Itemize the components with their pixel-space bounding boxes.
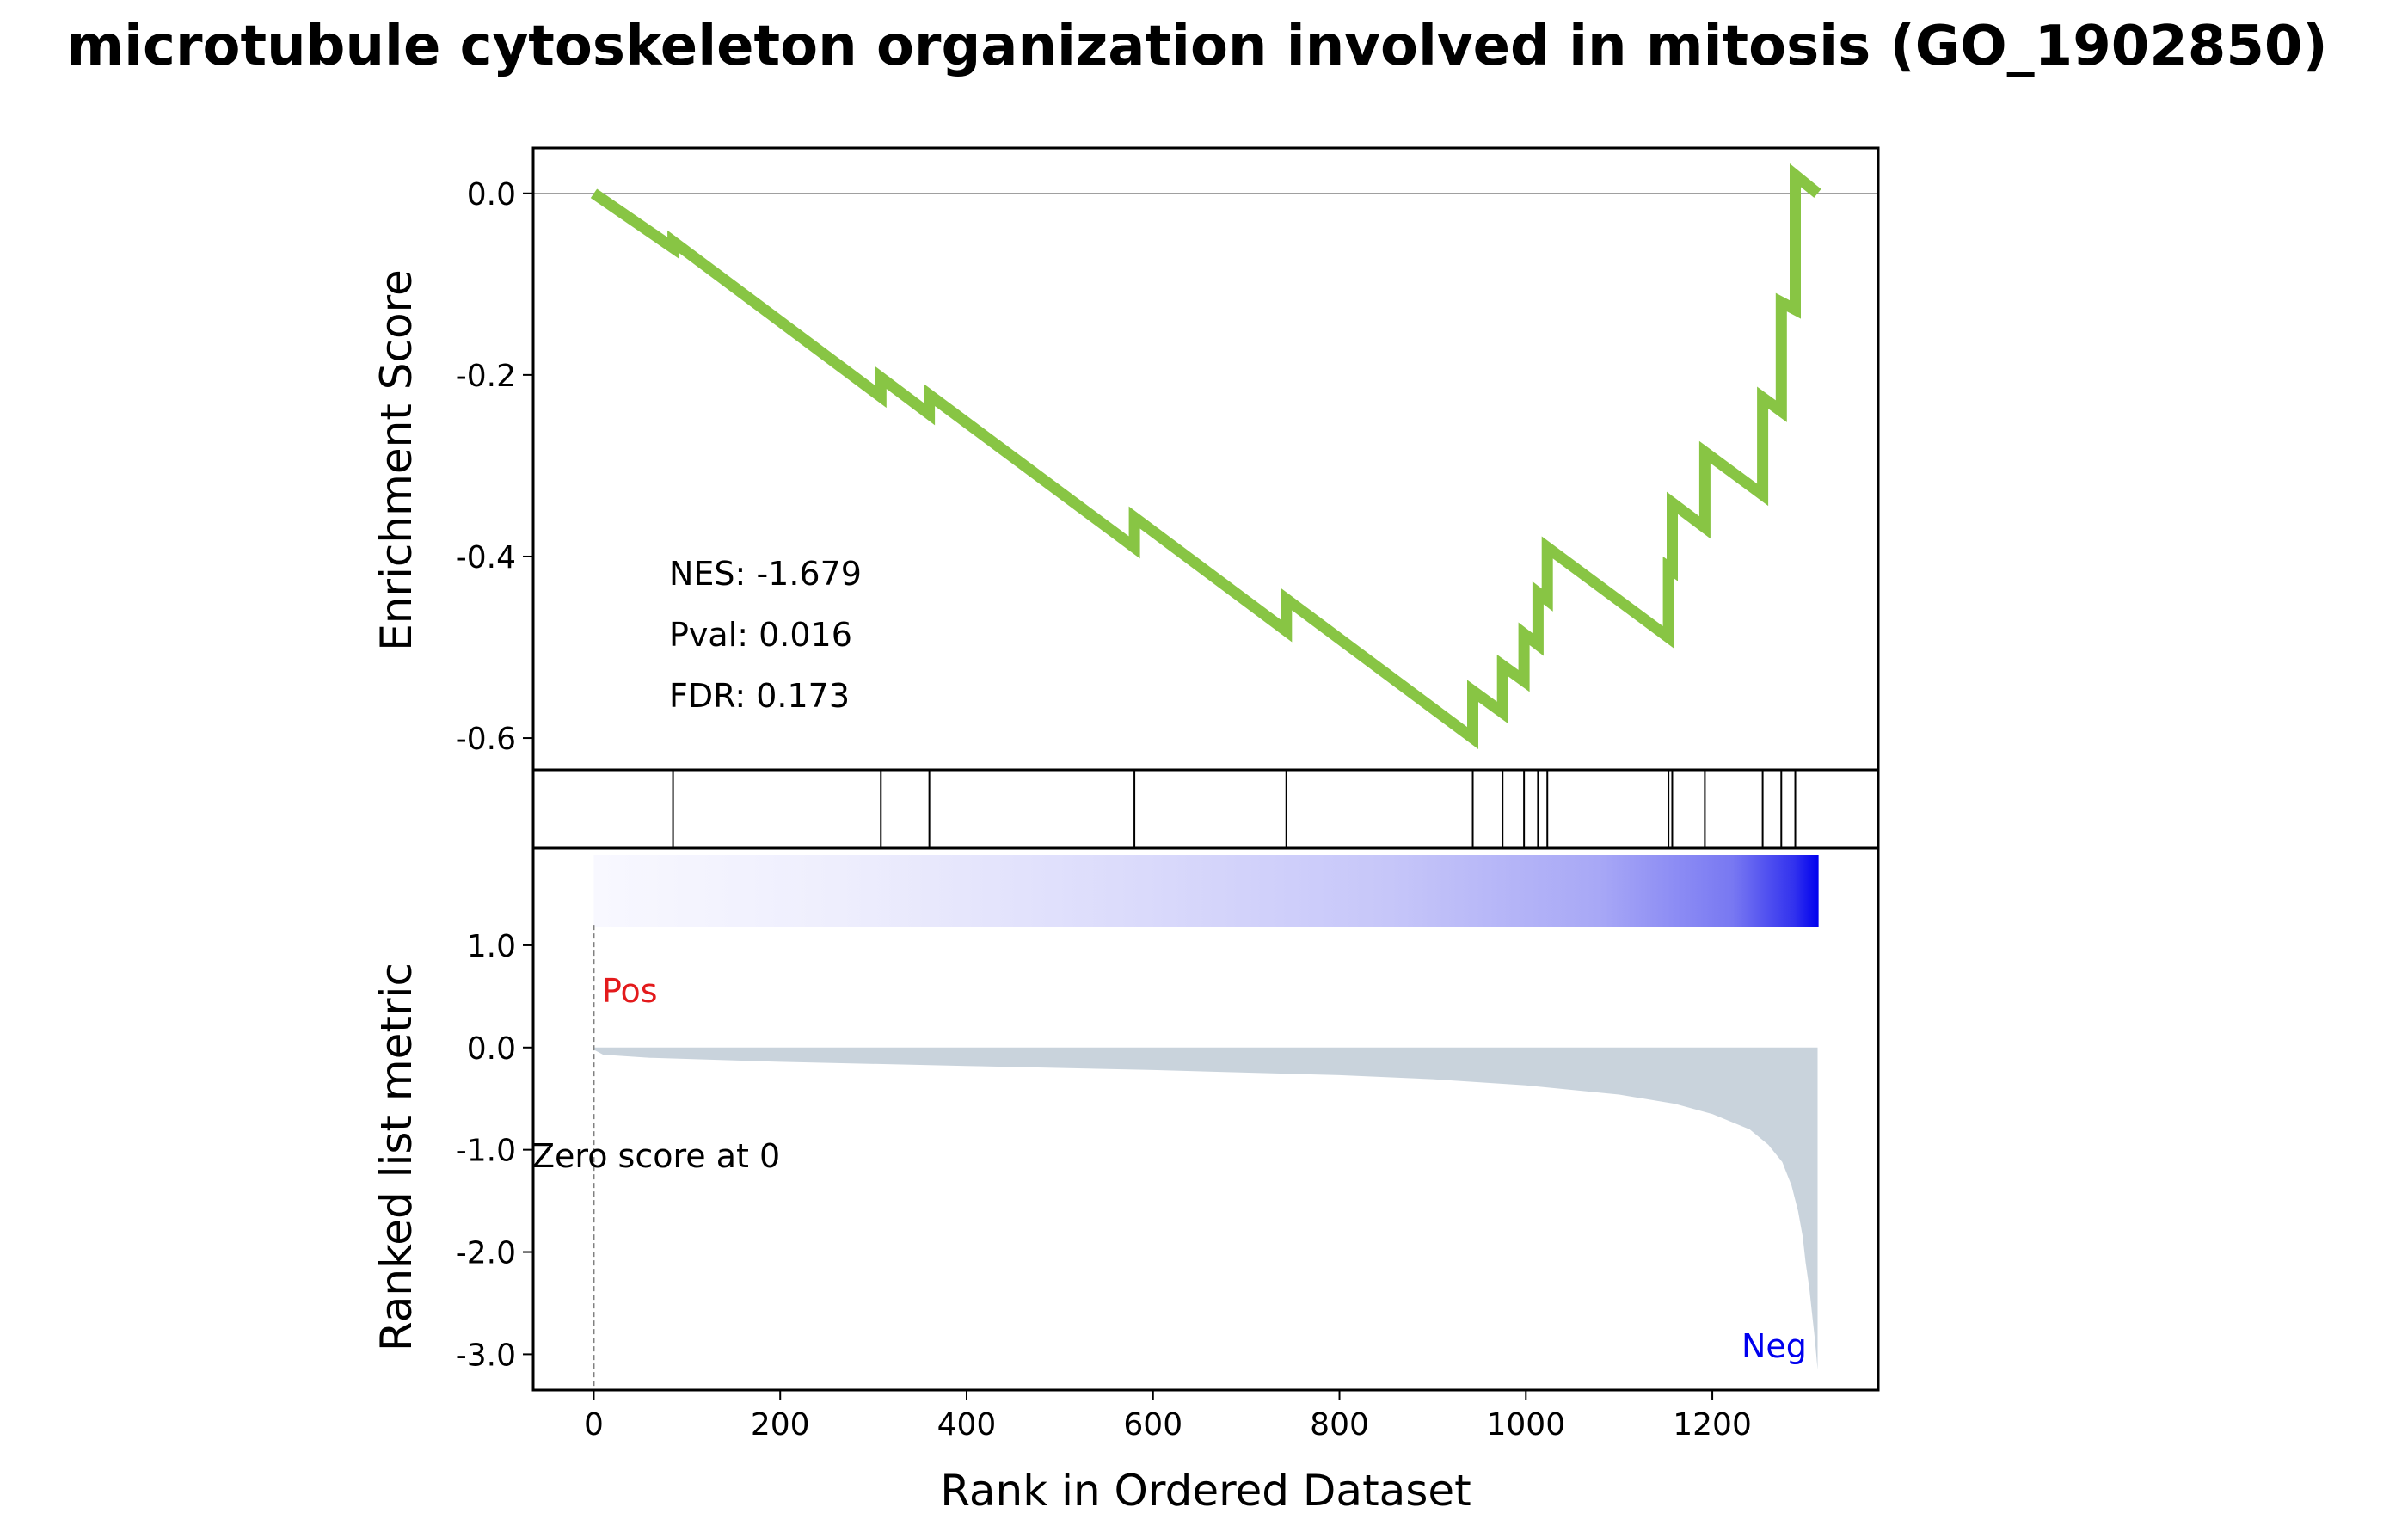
ranked-metric-area	[593, 1047, 1818, 1370]
x-tick-label: 400	[937, 1407, 997, 1443]
metric-y-tick-label: 1.0	[467, 929, 516, 964]
metric-y-tick-label: -2.0	[456, 1236, 516, 1271]
hit-markers	[672, 770, 1797, 848]
x-tick-label: 800	[1310, 1407, 1369, 1443]
nes-annotation: NES: -1.679	[669, 555, 862, 593]
x-tick-label: 200	[751, 1407, 810, 1443]
hits-panel	[531, 768, 1880, 850]
x-tick-label: 1200	[1673, 1407, 1752, 1443]
x-tick-label: 1000	[1486, 1407, 1565, 1443]
ranked-heatmap-bar	[593, 855, 1819, 927]
es-ylabel: Enrichment Score	[372, 269, 421, 651]
fdr-annotation: FDR: 0.173	[669, 677, 850, 715]
metric-y-tick-label: 0.0	[467, 1031, 516, 1067]
metric-y-axis: 1.0 0.0 -1.0 -2.0 -3.0	[456, 929, 533, 1373]
metric-panel: 1.0 0.0 -1.0 -2.0 -3.0 Ranked list metric Po…	[372, 846, 1880, 1392]
es-y-tick-label: -0.4	[456, 540, 516, 575]
pos-label: Pos	[602, 972, 658, 1010]
zero-score-label: Zero score at 0	[532, 1137, 780, 1175]
metric-panel-frame	[531, 846, 1880, 1392]
x-tick-label: 0	[584, 1407, 604, 1443]
es-line	[590, 163, 1821, 750]
metric-y-tick-label: -3.0	[456, 1338, 516, 1373]
es-y-tick-label: -0.2	[456, 359, 516, 394]
metric-ylabel: Ranked list metric	[372, 963, 421, 1351]
pval-annotation: Pval: 0.016	[669, 616, 852, 654]
x-axis: 0 200 400 600 800 1000 1200	[584, 1390, 1752, 1443]
es-y-tick-label: -0.6	[456, 722, 516, 757]
x-tick-label: 600	[1123, 1407, 1182, 1443]
hits-panel-frame	[531, 768, 1880, 850]
es-y-axis: 0.0 -0.2 -0.4 -0.6	[456, 177, 533, 757]
es-y-tick-label: 0.0	[467, 177, 516, 212]
es-panel: 0.0 -0.2 -0.4 -0.6 Enrichment Score NES: -1…	[372, 146, 1880, 772]
metric-y-tick-label: -1.0	[456, 1134, 516, 1169]
chart-title: microtubule cytoskeleton organization in…	[66, 15, 2327, 78]
neg-label: Neg	[1742, 1327, 1807, 1365]
x-axis-label: Rank in Ordered Dataset	[940, 1466, 1471, 1516]
